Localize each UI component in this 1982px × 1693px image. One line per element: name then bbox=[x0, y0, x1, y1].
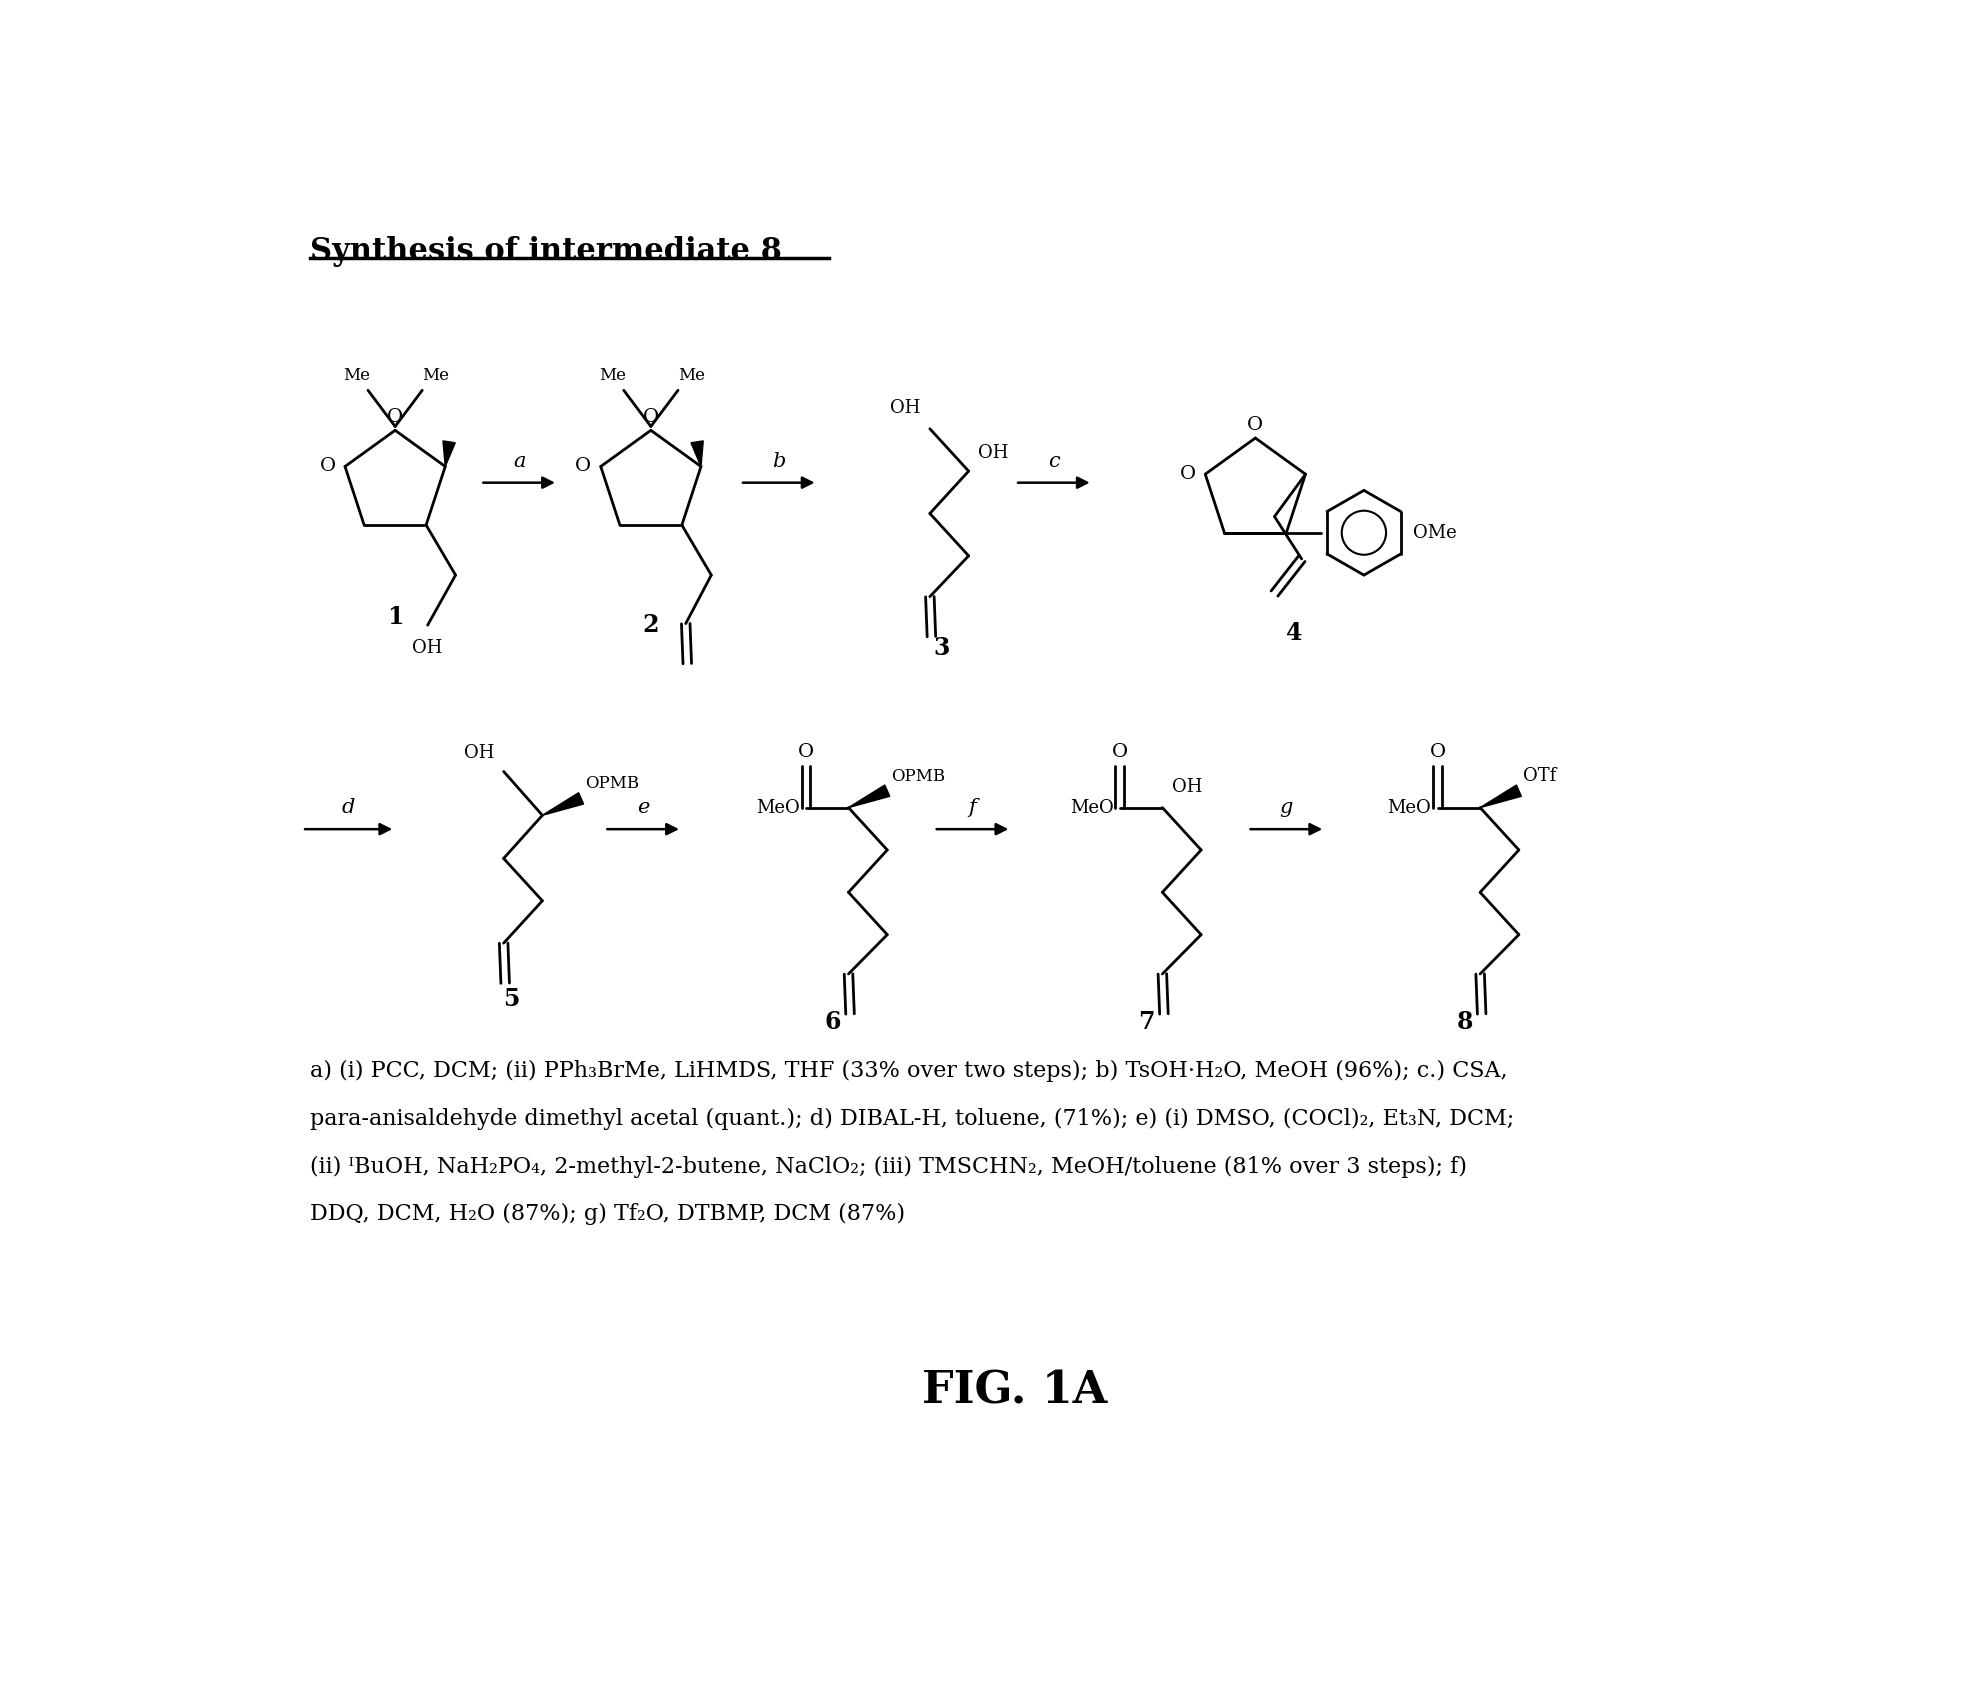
Polygon shape bbox=[1479, 786, 1520, 808]
Text: 2: 2 bbox=[642, 613, 658, 637]
Text: FIG. 1A: FIG. 1A bbox=[922, 1370, 1108, 1412]
Text: O: O bbox=[1179, 466, 1195, 483]
Text: OH: OH bbox=[890, 400, 920, 416]
Text: O: O bbox=[1247, 416, 1263, 433]
Text: O: O bbox=[386, 408, 402, 427]
Text: OH: OH bbox=[977, 444, 1007, 462]
Text: O: O bbox=[642, 408, 658, 427]
Polygon shape bbox=[543, 792, 583, 816]
Text: MeO: MeO bbox=[755, 799, 799, 816]
Text: OMe: OMe bbox=[1411, 523, 1455, 542]
Text: OPMB: OPMB bbox=[890, 767, 945, 784]
Text: 5: 5 bbox=[503, 987, 519, 1011]
Text: 3: 3 bbox=[934, 637, 949, 660]
Text: 7: 7 bbox=[1138, 1009, 1156, 1034]
Text: 4: 4 bbox=[1284, 621, 1302, 645]
Text: OPMB: OPMB bbox=[585, 775, 638, 792]
Text: Me: Me bbox=[343, 367, 371, 384]
Text: e: e bbox=[636, 797, 648, 818]
Text: c: c bbox=[1046, 452, 1058, 471]
Text: DDQ, DCM, H₂O (87%); g) Tf₂O, DTBMP, DCM (87%): DDQ, DCM, H₂O (87%); g) Tf₂O, DTBMP, DCM… bbox=[309, 1204, 904, 1226]
Text: 6: 6 bbox=[825, 1009, 840, 1034]
Text: a) (i) PCC, DCM; (ii) PPh₃BrMe, LiHMDS, THF (33% over two steps); b) TsOH·H₂O, M: a) (i) PCC, DCM; (ii) PPh₃BrMe, LiHMDS, … bbox=[309, 1060, 1506, 1082]
Text: b: b bbox=[771, 452, 785, 471]
Text: O: O bbox=[575, 457, 591, 476]
Text: MeO: MeO bbox=[1387, 799, 1431, 816]
Text: OTf: OTf bbox=[1522, 767, 1556, 784]
Text: OH: OH bbox=[464, 745, 494, 762]
Text: para-anisaldehyde dimethyl acetal (quant.); d) DIBAL-H, toluene, (71%); e) (i) D: para-anisaldehyde dimethyl acetal (quant… bbox=[309, 1107, 1514, 1129]
Text: 8: 8 bbox=[1455, 1009, 1473, 1034]
Text: O: O bbox=[319, 457, 335, 476]
Polygon shape bbox=[442, 440, 456, 467]
Text: d: d bbox=[341, 797, 355, 818]
Polygon shape bbox=[848, 786, 890, 808]
Text: (ii) ᴵBuOH, NaH₂PO₄, 2-methyl-2-butene, NaClO₂; (iii) TMSCHN₂, MeOH/toluene (81%: (ii) ᴵBuOH, NaH₂PO₄, 2-methyl-2-butene, … bbox=[309, 1156, 1467, 1178]
Text: OH: OH bbox=[1171, 779, 1201, 796]
Text: Me: Me bbox=[422, 367, 448, 384]
Text: g: g bbox=[1278, 797, 1292, 818]
Text: Me: Me bbox=[599, 367, 624, 384]
Text: MeO: MeO bbox=[1068, 799, 1114, 816]
Text: O: O bbox=[1112, 743, 1128, 762]
Text: Me: Me bbox=[678, 367, 704, 384]
Text: O: O bbox=[1429, 743, 1445, 762]
Text: O: O bbox=[797, 743, 813, 762]
Text: 1: 1 bbox=[386, 606, 402, 630]
Text: OH: OH bbox=[412, 638, 442, 657]
Text: f: f bbox=[967, 797, 975, 818]
Polygon shape bbox=[690, 440, 704, 467]
Text: a: a bbox=[513, 452, 525, 471]
Text: Synthesis of intermediate 8: Synthesis of intermediate 8 bbox=[309, 237, 781, 267]
